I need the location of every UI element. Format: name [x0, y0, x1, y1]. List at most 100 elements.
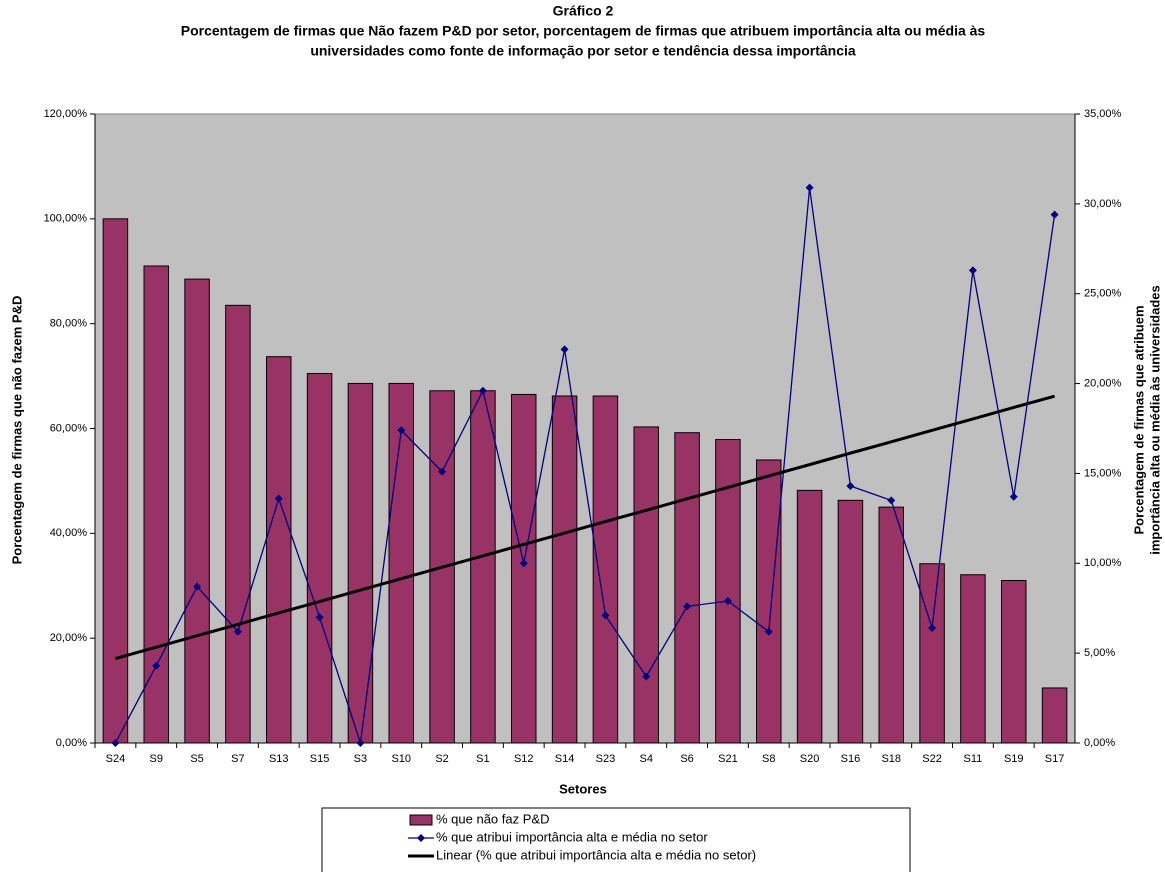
line-series [114, 187, 1056, 744]
y2-tick-label: 35,00% [1084, 108, 1122, 120]
bar [470, 390, 496, 744]
marker [560, 345, 569, 354]
marker [111, 739, 120, 747]
marker [315, 613, 324, 622]
bar [592, 395, 619, 744]
y2-tick-label: 25,00% [1084, 288, 1122, 300]
bar [1001, 580, 1027, 744]
x-tick-label: S5 [190, 753, 203, 765]
y-tick-label: 80,00% [50, 318, 88, 330]
marker [805, 183, 814, 192]
marker [152, 661, 161, 670]
bar [919, 563, 945, 744]
y-tick-label: 40,00% [50, 527, 88, 539]
x-tick-label: S14 [555, 753, 575, 765]
x-tick-label: S18 [881, 753, 901, 765]
x-tick-label: S10 [391, 753, 411, 765]
marker [764, 627, 773, 636]
x-tick-label: S9 [150, 753, 163, 765]
x-tick-label: S4 [640, 753, 653, 765]
x-tick-label: S13 [269, 753, 289, 765]
legend-marker [417, 834, 425, 842]
x-tick-label: S23 [596, 753, 616, 765]
x-tick-label: S24 [106, 753, 126, 765]
marker [846, 482, 855, 491]
y-tick-label: 60,00% [50, 422, 88, 434]
x-tick-label: S12 [514, 753, 534, 765]
y2-tick-label: 10,00% [1084, 557, 1122, 569]
bar [878, 506, 904, 744]
bar [388, 382, 414, 744]
x-axis-label: Setores [559, 781, 607, 796]
marker [193, 582, 202, 591]
y2-axis-label: importância alta ou média às universidad… [1147, 285, 1162, 554]
bar [837, 499, 864, 744]
x-tick-label: S17 [1045, 753, 1065, 765]
marker [683, 602, 692, 611]
x-tick-label: S1 [476, 753, 489, 765]
legend-label: Linear (% que atribui importância alta e… [436, 847, 756, 862]
marker [887, 496, 896, 505]
x-tick-label: S21 [718, 753, 738, 765]
y2-tick-label: 30,00% [1084, 198, 1122, 210]
bar [551, 395, 578, 744]
y2-tick-label: 15,00% [1084, 467, 1122, 479]
marker [519, 559, 528, 568]
x-tick-label: S19 [1004, 753, 1024, 765]
x-tick-label: S2 [435, 753, 448, 765]
plot-area [94, 113, 1076, 744]
marker [968, 266, 977, 275]
bar [347, 382, 374, 744]
marker [642, 672, 651, 681]
bar [674, 432, 700, 744]
marker [1050, 210, 1059, 219]
x-tick-label: S20 [800, 753, 820, 765]
marker [233, 627, 242, 636]
bar [266, 356, 292, 744]
y-tick-label: 120,00% [44, 108, 88, 120]
marker [723, 597, 732, 606]
marker [274, 494, 283, 503]
legend-swatch [409, 814, 433, 826]
chart-title: Gráfico 2 [553, 3, 614, 19]
marker [928, 623, 937, 632]
bar [1041, 687, 1068, 744]
bar [756, 459, 782, 744]
x-tick-label: S3 [354, 753, 367, 765]
x-tick-label: S16 [841, 753, 861, 765]
x-tick-label: S8 [762, 753, 775, 765]
y2-axis-label: Porcentagem de firmas que atribuem [1131, 305, 1146, 534]
bar [143, 265, 169, 744]
y-tick-label: 0,00% [56, 737, 87, 749]
bar [102, 218, 129, 744]
y2-tick-label: 5,00% [1084, 647, 1115, 659]
x-tick-label: S15 [310, 753, 330, 765]
x-tick-label: S22 [922, 753, 942, 765]
bar [960, 574, 986, 744]
x-tick-label: S7 [231, 753, 244, 765]
chart-subtitle: universidades como fonte de informação p… [310, 43, 856, 59]
bar [225, 304, 251, 744]
trend-line [115, 394, 1055, 660]
bar [633, 426, 659, 744]
y2-tick-label: 20,00% [1084, 377, 1122, 389]
y-tick-label: 20,00% [50, 632, 88, 644]
legend-label: % que atribui importância alta e média n… [436, 829, 708, 844]
y-tick-label: 100,00% [44, 213, 88, 225]
bar [796, 489, 823, 744]
bar [306, 372, 333, 744]
x-tick-label: S6 [680, 753, 693, 765]
y2-tick-label: 0,00% [1084, 737, 1115, 749]
x-tick-label: S11 [964, 753, 983, 765]
legend-label: % que não faz P&D [436, 811, 549, 826]
bar [511, 393, 537, 744]
y-axis-label: Porcentagem de firmas que não fazem P&D [9, 296, 24, 565]
bar [184, 278, 210, 744]
marker [356, 739, 365, 747]
marker [601, 611, 610, 620]
marker [438, 467, 447, 476]
marker [397, 426, 406, 435]
chart-subtitle: Porcentagem de firmas que Não fazem P&D … [181, 23, 986, 39]
marker [478, 386, 487, 395]
